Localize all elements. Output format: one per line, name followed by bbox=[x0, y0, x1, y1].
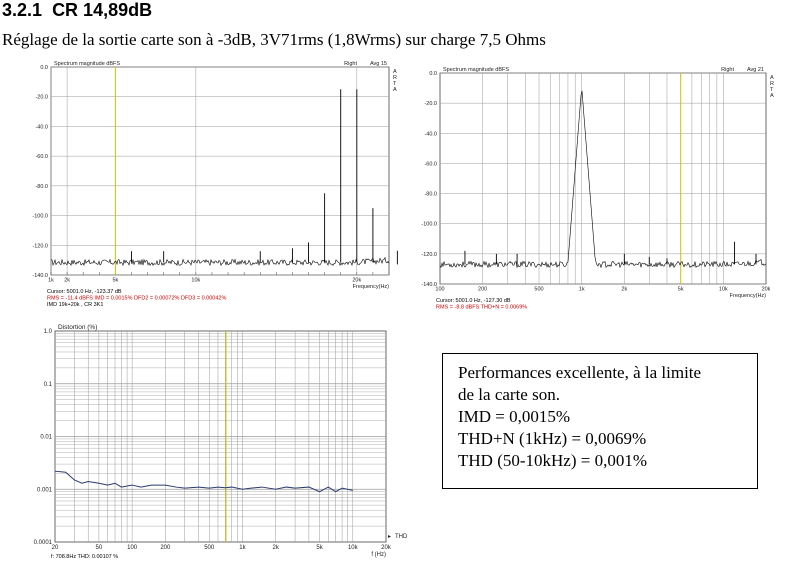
side-letter: A bbox=[770, 93, 774, 99]
section-heading: 3.2.1 CR 14,89dB bbox=[2, 0, 152, 21]
x-axis-label: Frequency(Hz) bbox=[353, 284, 390, 290]
x-tick-label: 100 bbox=[435, 287, 444, 293]
x-tick-label: 1k bbox=[579, 287, 585, 293]
chart-title: Spectrum magnitude dBFS bbox=[54, 61, 120, 67]
measurement-subtitle: Réglage de la sortie carte son à -3dB, 3… bbox=[2, 30, 546, 49]
x-tick-label: 500 bbox=[204, 545, 215, 551]
channel-label: Right bbox=[344, 61, 357, 67]
plot-area bbox=[439, 72, 767, 285]
x-tick-label: 1k bbox=[239, 545, 246, 551]
performance-summary-box: Performances excellente, à la limite de … bbox=[442, 353, 758, 489]
y-tick-label: 0.0 bbox=[40, 65, 48, 71]
x-tick-label: 20 bbox=[52, 545, 59, 551]
y-tick-label: -120.0 bbox=[421, 252, 437, 258]
x-tick-label: 2k bbox=[621, 287, 627, 293]
y-tick-label: 0.0 bbox=[429, 71, 437, 77]
cursor-info-line: Cursor: 5001.0 Hz, -123.37 dB bbox=[47, 289, 122, 295]
performance-line: THD+N (1kHz) = 0,0069% bbox=[458, 429, 647, 448]
performance-line: IMD = 0,0015% bbox=[458, 407, 571, 426]
y-tick-label: -140.0 bbox=[421, 282, 437, 288]
side-letter: A bbox=[393, 69, 397, 75]
side-letter: R bbox=[393, 75, 397, 81]
y-tick-label: -140.0 bbox=[32, 273, 48, 279]
y-tick-label: 0.0001 bbox=[34, 540, 53, 546]
y-tick-label: -20.0 bbox=[35, 95, 48, 101]
y-tick-label: 0.1 bbox=[44, 382, 53, 388]
spectrum-trace bbox=[50, 256, 390, 267]
x-tick-label: 2k bbox=[272, 545, 279, 551]
side-letter: T bbox=[393, 81, 397, 87]
average-label: Avg 15 bbox=[370, 61, 387, 67]
x-tick-label: 2k bbox=[64, 278, 70, 284]
x-tick-label: 20k bbox=[762, 287, 771, 293]
plot-area bbox=[50, 66, 390, 276]
performance-line: de la carte son. bbox=[458, 385, 560, 404]
y-tick-label: -80.0 bbox=[424, 192, 437, 198]
y-tick-label: -60.0 bbox=[35, 154, 48, 160]
x-tick-label: 200 bbox=[478, 287, 487, 293]
x-tick-label: 10k bbox=[348, 545, 359, 551]
section-title: CR 14,89dB bbox=[52, 0, 153, 20]
y-tick-label: -120.0 bbox=[32, 243, 48, 249]
side-letter: T bbox=[770, 87, 774, 93]
x-axis-label: Frequency(Hz) bbox=[730, 293, 767, 299]
x-tick-label: 20k bbox=[381, 545, 392, 551]
y-tick-label: -100.0 bbox=[421, 222, 437, 228]
channel-label: Right bbox=[721, 67, 734, 73]
x-tick-label: 20k bbox=[352, 278, 361, 284]
side-letter: R bbox=[770, 81, 774, 87]
y-tick-label: -60.0 bbox=[424, 161, 437, 167]
legend-label: THD bbox=[395, 534, 408, 540]
x-tick-label: 100 bbox=[127, 545, 138, 551]
cursor-info-line: Cursor: 5001.0 Hz, -127.30 dB bbox=[436, 298, 511, 304]
cursor-info-line: IMD 19k+20k , CR 3K1 bbox=[47, 302, 103, 308]
cursor-info-line: RMS = -11.4 dBFS IMD = 0.0015% DFD2 = 0.… bbox=[47, 296, 226, 302]
x-tick-label: 5k bbox=[112, 278, 118, 284]
cursor-info-line: RMS = -8.8 dBFS THD+N = 0.0069% bbox=[436, 305, 527, 311]
y-tick-label: -40.0 bbox=[424, 131, 437, 137]
y-tick-label: -40.0 bbox=[35, 124, 48, 130]
y-tick-label: 0.001 bbox=[37, 487, 53, 493]
x-tick-label: 500 bbox=[534, 287, 543, 293]
performance-line: THD (50-10kHz) = 0,001% bbox=[458, 451, 647, 470]
x-tick-label: 10k bbox=[719, 287, 728, 293]
x-tick-label: 200 bbox=[160, 545, 171, 551]
cursor-info-line: f: 708.8Hz THD: 0.00107 % bbox=[51, 554, 118, 560]
chart-title: Spectrum magnitude dBFS bbox=[443, 67, 509, 73]
x-tick-label: 10k bbox=[191, 278, 200, 284]
y-tick-label: -80.0 bbox=[35, 184, 48, 190]
spectrum-trace bbox=[439, 90, 767, 269]
y-tick-label: 0.01 bbox=[40, 435, 52, 441]
x-axis-label: f (Hz) bbox=[371, 552, 386, 558]
x-tick-label: 5k bbox=[678, 287, 684, 293]
average-label: Avg 21 bbox=[747, 67, 764, 73]
x-tick-label: 50 bbox=[96, 545, 103, 551]
y-tick-label: 1.0 bbox=[44, 329, 53, 335]
side-letter: A bbox=[393, 87, 397, 93]
x-tick-label: 1k bbox=[48, 278, 54, 284]
series-line bbox=[54, 470, 353, 493]
legend-marker: ▸ bbox=[388, 534, 391, 540]
section-number: 3.2.1 bbox=[2, 0, 43, 20]
y-tick-label: -100.0 bbox=[32, 214, 48, 220]
chart-title: Distortion (%) bbox=[58, 324, 97, 331]
performance-line: Performances excellente, à la limite bbox=[458, 363, 702, 382]
side-letter: A bbox=[770, 75, 774, 81]
y-tick-label: -20.0 bbox=[424, 101, 437, 107]
x-tick-label: 5k bbox=[316, 545, 323, 551]
